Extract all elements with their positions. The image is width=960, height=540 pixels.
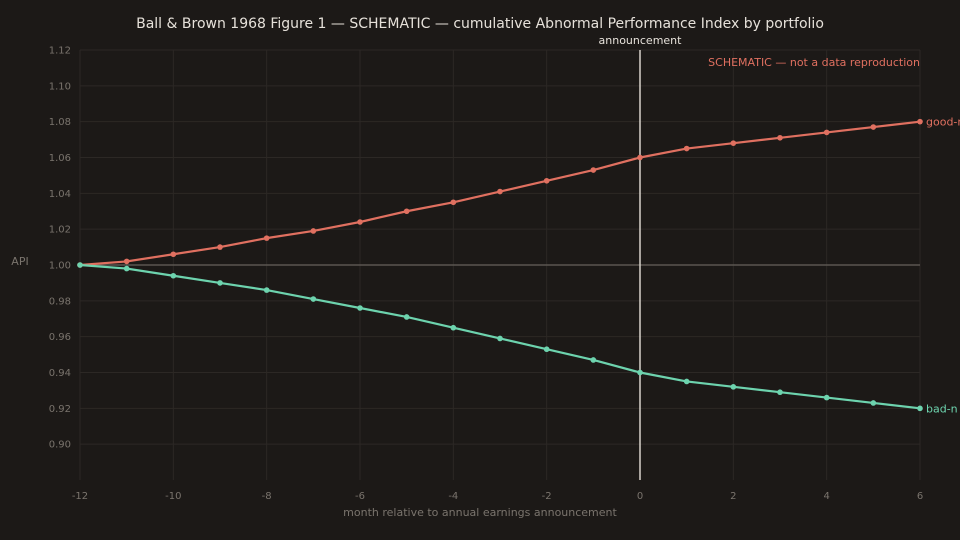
- y-tick-label: 1.10: [49, 81, 71, 92]
- data-point-bad-news: [357, 305, 363, 311]
- data-point-bad-news: [263, 287, 270, 293]
- y-tick-label: 1.02: [49, 225, 71, 236]
- data-point-bad-news: [730, 384, 737, 390]
- x-axis-ticks: -12 -10 -8 -6 -4 -2 0 2 4 6: [72, 491, 923, 502]
- data-point-good-news: [730, 140, 737, 146]
- schematic-note: SCHEMATIC — not a data reproduction: [708, 56, 920, 69]
- data-point-bad-news: [637, 369, 643, 376]
- series-end-label-bad-news: bad-n: [926, 402, 958, 415]
- x-tick-label: 4: [823, 491, 829, 502]
- data-point-good-news: [217, 244, 223, 250]
- data-point-bad-news: [777, 389, 783, 396]
- data-point-bad-news: [497, 335, 503, 342]
- data-point-good-news: [403, 208, 410, 215]
- data-point-bad-news: [123, 265, 130, 272]
- data-point-good-news: [357, 219, 363, 225]
- data-point-good-news: [777, 134, 783, 141]
- data-point-bad-news: [590, 357, 597, 363]
- series-end-label-good-news: good-n: [926, 116, 960, 129]
- data-point-bad-news: [917, 405, 923, 412]
- x-tick-label: -2: [542, 491, 552, 502]
- data-point-good-news: [310, 228, 317, 234]
- y-tick-label: 0.90: [49, 440, 71, 451]
- data-point-good-news: [497, 188, 503, 195]
- data-point-good-news: [590, 167, 597, 173]
- data-point-bad-news: [683, 378, 690, 385]
- y-tick-label: 1.08: [49, 117, 71, 128]
- x-tick-label: -12: [72, 491, 88, 502]
- data-point-bad-news: [310, 296, 317, 302]
- reference-lines: [80, 50, 920, 480]
- data-point-bad-news: [543, 346, 550, 353]
- y-tick-label: 0.98: [49, 296, 71, 307]
- y-tick-label: 0.94: [49, 368, 71, 379]
- data-point-bad-news: [823, 394, 830, 401]
- data-point-bad-news: [403, 314, 410, 320]
- data-point-good-news: [543, 177, 550, 184]
- y-tick-label: 1.12: [49, 46, 71, 57]
- data-point-bad-news: [870, 400, 877, 406]
- x-tick-label: 0: [637, 491, 643, 502]
- y-tick-label: 0.92: [49, 404, 71, 415]
- x-tick-label: 6: [917, 491, 923, 502]
- data-point-good-news: [450, 199, 457, 206]
- data-point-good-news: [683, 145, 690, 152]
- x-tick-label: -6: [355, 491, 365, 502]
- y-tick-label: 1.04: [49, 189, 71, 200]
- data-point-good-news: [263, 235, 270, 241]
- x-axis-label: month relative to annual earnings announ…: [343, 506, 617, 519]
- x-tick-label: -10: [165, 491, 181, 502]
- data-point-good-news: [637, 154, 643, 161]
- y-tick-label: 1.06: [49, 153, 71, 164]
- y-axis-ticks: 0.90 0.92 0.94 0.96 0.98 1.00 1.02 1.04 1.06 1.08…: [49, 46, 71, 451]
- chart-title: Ball & Brown 1968 Figure 1 — SCHEMATIC —…: [136, 16, 824, 32]
- x-tick-label: -8: [262, 491, 272, 502]
- data-point-bad-news: [217, 280, 223, 286]
- data-point-good-news: [123, 258, 130, 265]
- x-tick-label: 2: [730, 491, 736, 502]
- y-tick-label: 0.96: [49, 332, 71, 343]
- data-point-bad-news: [77, 262, 83, 268]
- data-point-good-news: [170, 251, 177, 258]
- data-point-good-news: [917, 118, 923, 125]
- announcement-label: announcement: [599, 34, 683, 47]
- y-axis-label: API: [11, 255, 28, 268]
- data-point-good-news: [823, 129, 830, 136]
- data-point-good-news: [870, 124, 877, 130]
- data-point-bad-news: [450, 324, 457, 331]
- x-tick-label: -4: [448, 491, 458, 502]
- y-tick-label: 1.00: [49, 261, 71, 272]
- data-point-bad-news: [170, 272, 177, 279]
- series-group: good-n bad-n: [77, 116, 960, 415]
